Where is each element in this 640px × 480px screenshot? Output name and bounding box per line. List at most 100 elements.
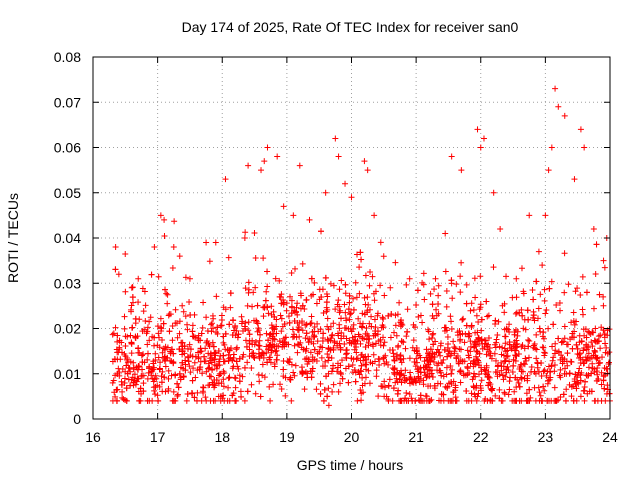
data-point (366, 380, 373, 387)
data-point (171, 218, 178, 225)
data-point (336, 325, 343, 332)
data-point (567, 358, 574, 365)
data-point (301, 386, 308, 393)
data-point (553, 302, 560, 309)
data-point (561, 112, 568, 119)
data-point (448, 326, 455, 333)
data-point (242, 319, 249, 326)
data-point (244, 388, 251, 395)
data-point (152, 383, 159, 390)
data-point (111, 356, 118, 363)
data-point (467, 343, 474, 350)
data-point (488, 386, 495, 393)
data-point (320, 310, 327, 317)
data-point (563, 386, 570, 393)
data-point (420, 270, 427, 277)
data-point (322, 274, 329, 281)
data-point (266, 331, 273, 338)
data-point (474, 393, 481, 400)
data-point (368, 323, 375, 330)
data-point (255, 342, 262, 349)
data-point (242, 285, 249, 292)
data-point (196, 366, 203, 373)
data-point (534, 315, 541, 322)
data-point (204, 327, 211, 334)
data-point (330, 320, 337, 327)
data-point (590, 225, 597, 232)
data-point (291, 317, 298, 324)
data-point (472, 373, 479, 380)
data-point (215, 380, 222, 387)
data-point (135, 299, 142, 306)
data-point (590, 352, 597, 359)
data-point (220, 383, 227, 390)
data-point (130, 359, 137, 366)
data-point (489, 397, 496, 404)
data-point (154, 323, 161, 330)
data-point (119, 388, 126, 395)
data-point (357, 249, 364, 256)
data-point (200, 384, 207, 391)
data-point (547, 374, 554, 381)
data-point (436, 367, 443, 374)
data-point (127, 382, 134, 389)
data-point (588, 388, 595, 395)
data-point (385, 312, 392, 319)
data-point (400, 355, 407, 362)
data-point (370, 351, 377, 358)
data-point (354, 338, 361, 345)
data-point (261, 303, 268, 310)
data-point (267, 341, 274, 348)
data-point (448, 153, 455, 160)
data-point (493, 339, 500, 346)
data-point (332, 306, 339, 313)
data-point (128, 302, 135, 309)
data-point (510, 362, 517, 369)
data-point (205, 360, 212, 367)
data-point (311, 346, 318, 353)
data-point (316, 348, 323, 355)
data-point (423, 354, 430, 361)
data-point (158, 373, 165, 380)
data-point (161, 354, 168, 361)
data-point (404, 306, 411, 313)
data-point (533, 331, 540, 338)
data-point (560, 338, 567, 345)
data-point (452, 382, 459, 389)
data-point (329, 388, 336, 395)
data-point (386, 376, 393, 383)
data-point (264, 359, 271, 366)
data-point (330, 346, 337, 353)
data-point (265, 337, 272, 344)
data-point (307, 320, 314, 327)
data-point (373, 373, 380, 380)
data-point (551, 397, 558, 404)
data-point (535, 305, 542, 312)
data-point (308, 313, 315, 320)
data-point (442, 324, 449, 331)
data-point (124, 370, 131, 377)
data-point (328, 368, 335, 375)
data-point (128, 324, 135, 331)
data-point (296, 162, 303, 169)
data-point (118, 381, 125, 388)
data-point (330, 282, 337, 289)
data-point (541, 297, 548, 304)
data-point (151, 334, 158, 341)
data-point (355, 315, 362, 322)
data-point (567, 336, 574, 343)
data-point (271, 313, 278, 320)
data-point (604, 382, 611, 389)
data-point (581, 397, 588, 404)
data-point (298, 369, 305, 376)
data-point (443, 371, 450, 378)
data-point (250, 350, 257, 357)
data-point (112, 244, 119, 251)
data-point (210, 315, 217, 322)
data-point (143, 330, 150, 337)
data-point (309, 357, 316, 364)
data-point (373, 367, 380, 374)
data-point (557, 366, 564, 373)
data-point (445, 397, 452, 404)
data-point (543, 372, 550, 379)
